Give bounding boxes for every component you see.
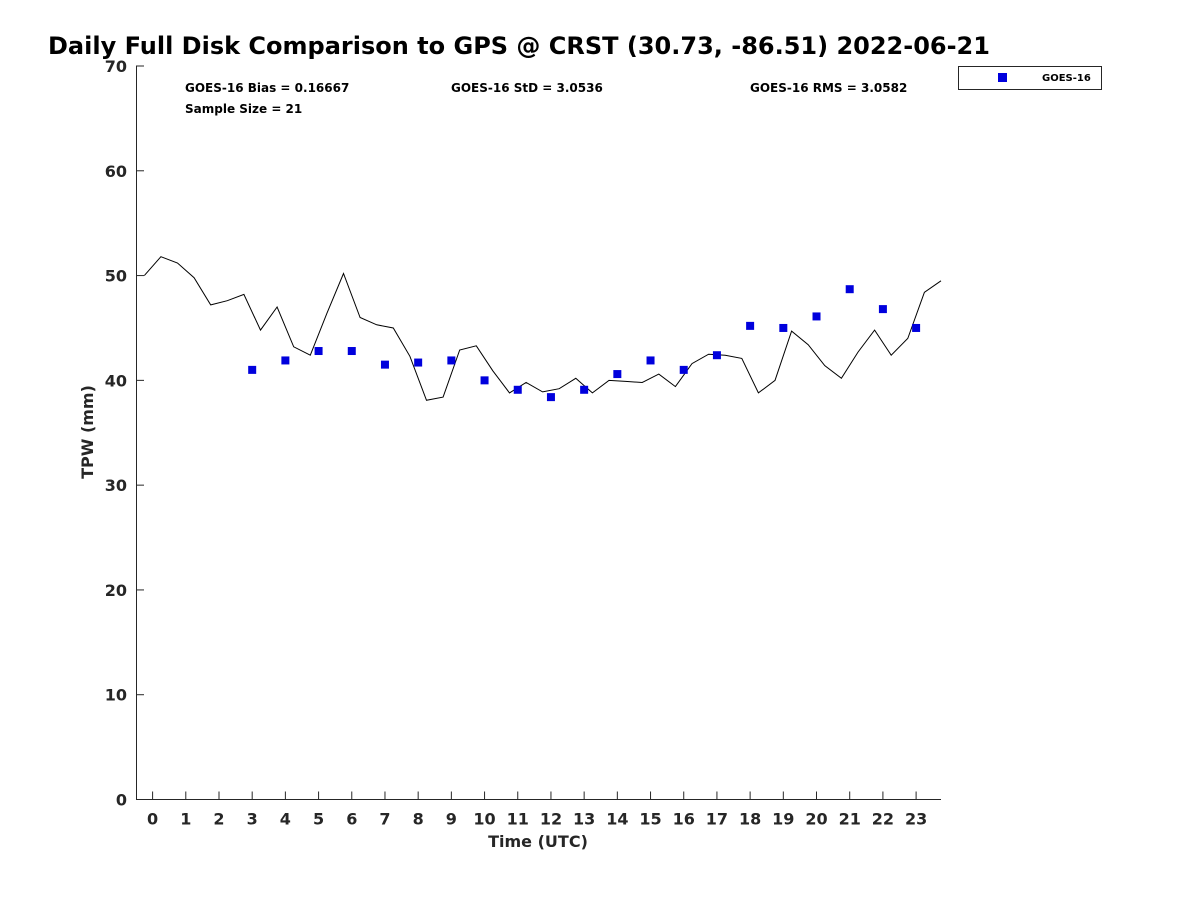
goes16-point [546,393,555,402]
x-tick-label: 20 [805,810,827,829]
goes16-point [314,347,323,356]
x-tick-label: 15 [639,810,661,829]
x-tick-label: 6 [346,810,357,829]
goes16-point [812,312,821,321]
plot-frame [136,66,941,799]
goes16-scatter-series [248,285,921,402]
y-ticks: 0 10 20 30 40 50 60 70 [105,57,144,810]
x-tick-label: 10 [473,810,495,829]
x-tick-label: 3 [247,810,258,829]
goes16-point [380,360,389,369]
x-axis-label: Time (UTC) [488,832,588,851]
legend-label-goes16: GOES-16 [1042,73,1091,84]
goes16-point [845,285,854,294]
x-tick-label: 7 [379,810,390,829]
goes16-point [712,351,721,360]
goes16-point [912,323,921,332]
sample-size-stat: Sample Size = 21 [185,102,302,116]
gps-line-series [143,256,942,401]
y-axis-label: TPW (mm) [78,385,97,479]
x-tick-label: 8 [413,810,424,829]
x-tick-label: 1 [180,810,191,829]
x-tick-label: 14 [606,810,628,829]
x-tick-label: 17 [706,810,728,829]
y-tick-label: 60 [105,162,127,181]
y-tick-label: 30 [105,476,127,495]
y-tick-label: 20 [105,581,127,600]
goes16-point [746,321,755,330]
x-tick-label: 0 [147,810,158,829]
gps-line [143,256,942,401]
x-tick-label: 13 [573,810,595,829]
legend-box [958,66,1102,90]
y-tick-label: 70 [105,57,127,76]
y-tick-label: 40 [105,371,127,390]
x-tick-label: 4 [280,810,291,829]
goes16-point [779,323,788,332]
x-tick-label: 11 [507,810,529,829]
x-tick-label: 5 [313,810,324,829]
legend: GOES-16 [958,66,1102,90]
goes16-point [347,347,356,356]
y-tick-label: 50 [105,267,127,286]
legend-marker [998,73,1007,82]
goes16-point [414,358,423,367]
y-tick-label: 10 [105,686,127,705]
goes16-point [513,385,522,394]
goes16-point [878,305,887,314]
plot-area [136,66,942,800]
goes16-point [580,385,589,394]
x-tick-label: 9 [446,810,457,829]
x-tick-label: 19 [772,810,794,829]
x-tick-label: 22 [872,810,894,829]
goes16-point [248,365,257,374]
std-stat: GOES-16 StD = 3.0536 [451,81,603,95]
goes16-point [480,376,489,385]
goes16-point [646,356,655,365]
x-tick-label: 18 [739,810,761,829]
bias-stat: GOES-16 Bias = 0.16667 [185,81,349,95]
x-tick-label: 16 [673,810,695,829]
x-tick-label: 21 [839,810,861,829]
rms-stat: GOES-16 RMS = 3.0582 [750,81,907,95]
x-tick-label: 12 [540,810,562,829]
y-tick-label: 0 [116,791,127,810]
goes16-point [447,356,456,365]
x-ticks: 0 1 2 3 4 5 6 7 8 9 10 11 12 13 14 15 16 17 18 19 20 21 22 23 [147,791,927,829]
goes16-point [679,365,688,374]
chart-title: Daily Full Disk Comparison to GPS @ CRST… [48,32,990,60]
goes16-point [613,370,622,379]
goes16-point [281,356,290,365]
x-tick-label: 2 [213,810,224,829]
x-tick-label: 23 [905,810,927,829]
